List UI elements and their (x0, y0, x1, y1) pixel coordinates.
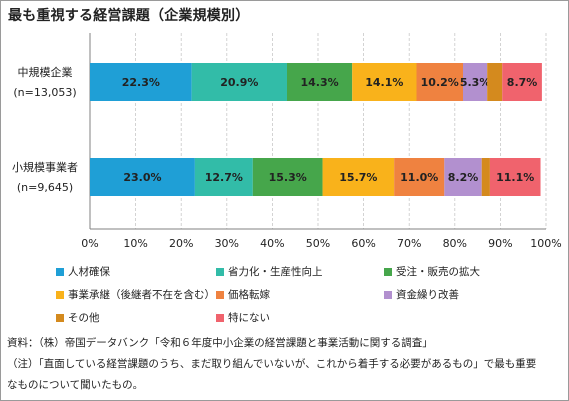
source-note: 資料：（株）帝国データバンク「令和６年度中小企業の経営課題と事業活動に関する調査… (7, 337, 433, 349)
legend-swatch (56, 267, 64, 276)
x-tick-label: 0% (81, 237, 98, 250)
x-tick-label: 70% (397, 237, 421, 250)
legend-swatch (216, 267, 224, 276)
legend-item: 価格転嫁 (216, 289, 270, 301)
x-tick-label: 40% (260, 237, 284, 250)
data-label: 22.3% (122, 76, 160, 89)
legend-item: 人材確保 (56, 266, 110, 278)
legend-swatch (216, 313, 224, 322)
legend-item: 資金繰り改善 (384, 289, 459, 301)
legend-label: 受注・販売の拡大 (396, 266, 480, 278)
category-label: 小規模事業者 (12, 160, 78, 174)
bar-segment (90, 158, 195, 196)
category-n-label: (n=9,645) (17, 181, 73, 194)
bar-segment (394, 158, 445, 196)
data-label: 11.1% (496, 171, 534, 184)
legend-label: 省力化・生産性向上 (228, 266, 323, 278)
x-tick-label: 100% (530, 237, 561, 250)
legend-swatch (384, 267, 392, 276)
data-label: 8.7% (507, 76, 538, 89)
data-label: 12.7% (205, 171, 243, 184)
data-label: 20.9% (220, 76, 258, 89)
x-tick-label: 90% (488, 237, 512, 250)
x-tick-label: 20% (169, 237, 193, 250)
data-label: 15.3% (269, 171, 307, 184)
data-label: 14.1% (365, 76, 403, 89)
bar-segment (191, 63, 287, 101)
data-label: 5.3% (460, 76, 491, 89)
x-tick-label: 80% (443, 237, 467, 250)
remark-note: （注）「直面している経営課題のうち、まだ取り組んでいないが、これから着手する必要… (7, 358, 537, 370)
legend-label: 資金繰り改善 (396, 289, 459, 301)
bar-segment (489, 158, 541, 196)
data-label: 15.7% (339, 171, 377, 184)
legend-label: 事業承継（後継者不在を含む） (68, 289, 215, 301)
category-n-label: (n=13,053) (13, 86, 76, 99)
legend-label: 価格転嫁 (228, 289, 270, 301)
legend-label: 人材確保 (68, 266, 110, 278)
bar-segment (481, 158, 490, 196)
legend-item: 受注・販売の拡大 (384, 266, 480, 278)
legend-item: その他 (56, 312, 100, 324)
bar-segment (90, 63, 192, 101)
data-label: 10.2% (421, 76, 459, 89)
legend-swatch (56, 313, 64, 322)
legend-swatch (56, 290, 64, 299)
x-tick-label: 10% (123, 237, 147, 250)
legend-item: 省力化・生産性向上 (216, 266, 323, 278)
legend-swatch (384, 290, 392, 299)
x-tick-label: 60% (351, 237, 375, 250)
bar-segment (194, 158, 253, 196)
legend-swatch (216, 290, 224, 299)
category-label: 中規模企業 (18, 65, 73, 79)
legend-item: 特にない (216, 312, 270, 324)
remark-note-continued: なものについて聞いたもの。 (7, 379, 144, 391)
bar-segment (322, 158, 395, 196)
stacked-bar-chart: 0% 10% 20% 30% 40% 50% 60% 70% 80% 90% 100% 中規模企業 (n… (12, 33, 562, 250)
legend-label: 特にない (228, 312, 270, 324)
data-label: 14.3% (301, 76, 339, 89)
bar-segment (252, 158, 323, 196)
bar-segment (463, 63, 488, 101)
chart-title: 最も重視する経営課題（企業規模別） (8, 8, 250, 24)
data-label: 23.0% (123, 171, 161, 184)
notes: 資料：（株）帝国データバンク「令和６年度中小企業の経営課題と事業活動に関する調査… (7, 333, 563, 396)
x-tick-label: 30% (215, 237, 239, 250)
legend-item: 事業承継（後継者不在を含む） (56, 289, 215, 301)
bar-segment (444, 158, 482, 196)
x-tick-label: 50% (306, 237, 330, 250)
bar-segment (416, 63, 464, 101)
bar-segment (487, 63, 503, 101)
bar-segment (352, 63, 417, 101)
bar-segment (286, 63, 353, 101)
legend-label: その他 (68, 312, 100, 324)
data-label: 11.0% (400, 171, 438, 184)
bar-segment (502, 63, 542, 101)
data-label: 8.2% (448, 171, 479, 184)
